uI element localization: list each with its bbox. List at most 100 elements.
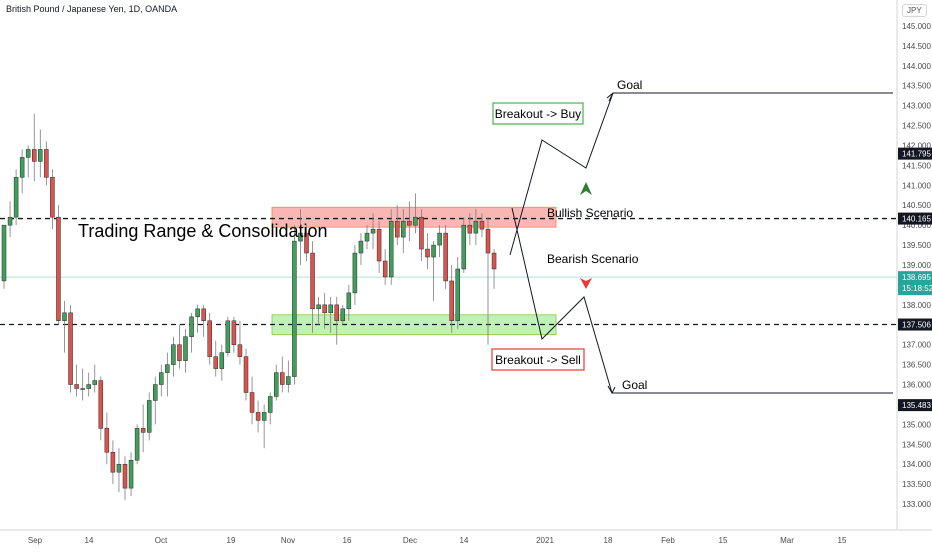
price-tick-label: 140.500: [902, 201, 931, 210]
candle: [237, 320, 243, 365]
candle-body: [370, 228, 376, 234]
candle: [298, 209, 303, 265]
candle: [128, 452, 134, 497]
candle-body: [153, 384, 158, 401]
candle: [243, 348, 249, 401]
candle-body: [352, 252, 358, 294]
time-tick-label: 14: [85, 536, 94, 545]
candle-body: [19, 157, 25, 178]
candle-body: [334, 304, 339, 322]
candle-body: [50, 177, 55, 218]
candle-body: [491, 252, 497, 270]
price-axis[interactable]: 133.000133.500134.000134.500135.000135.5…: [896, 0, 932, 530]
candle-body: [431, 244, 436, 258]
price-tick-label: 133.500: [902, 480, 931, 489]
candle-body: [201, 308, 206, 322]
candle-body: [213, 356, 218, 369]
price-tick-label: 133.000: [902, 500, 931, 509]
level-price-tag: [898, 212, 932, 225]
candle: [352, 245, 358, 305]
time-tick-label: 15: [719, 536, 728, 545]
candle: [213, 340, 218, 377]
candle: [183, 328, 188, 373]
time-tick-label: Sep: [28, 536, 43, 545]
candle: [286, 360, 291, 393]
goal-up-arrowhead: [606, 92, 614, 102]
candle: [98, 376, 104, 441]
goal-up-label: Goal: [617, 78, 642, 92]
target-price-tag: [898, 147, 932, 160]
time-tick-label: Mar: [780, 536, 794, 545]
candle: [92, 364, 97, 393]
candle: [225, 316, 231, 357]
candle-body: [280, 372, 285, 385]
candle: [419, 209, 424, 262]
candle: [74, 364, 79, 397]
candle-body: [56, 216, 61, 322]
candle: [38, 129, 43, 178]
candle-body: [425, 248, 430, 258]
currency-button[interactable]: JPY: [902, 4, 927, 17]
candle-body: [443, 232, 448, 282]
countdown-label: 15:18:52: [902, 284, 932, 293]
time-tick-label: 19: [227, 536, 236, 545]
candle: [425, 233, 430, 269]
breakout-buy-label: Breakout -> Buy: [495, 107, 581, 121]
candle-body: [407, 220, 412, 226]
levels: [0, 217, 897, 326]
current-price-tag: [898, 271, 932, 296]
candle-body: [316, 304, 321, 310]
price-tick-label: 141.000: [902, 181, 931, 190]
bearish-arrow-icon: [580, 278, 592, 289]
candle: [382, 249, 388, 285]
candle: [86, 372, 91, 397]
candle: [370, 213, 376, 250]
candle-body: [449, 280, 454, 322]
candle-body: [346, 292, 352, 310]
candle-body: [74, 384, 79, 389]
candle-body: [80, 388, 85, 390]
candle-body: [364, 232, 370, 242]
candle: [437, 225, 442, 258]
symbol-title: British Pound / Japanese Yen, 1D, OANDA: [6, 4, 178, 14]
price-tick-label: 144.500: [902, 42, 931, 51]
candle: [395, 205, 400, 246]
time-tick-label: 18: [604, 536, 613, 545]
annotations: Trading Range & Consolidation Breakout -…: [78, 78, 893, 395]
candle: [177, 324, 182, 369]
candle: [134, 424, 140, 465]
price-tick-label: 136.000: [902, 381, 931, 390]
candle-body: [358, 240, 364, 254]
time-tick-label: 16: [343, 536, 352, 545]
candle: [50, 169, 55, 230]
candle: [207, 312, 212, 365]
candle-body: [437, 232, 442, 246]
candle-body: [134, 428, 140, 461]
candle: [44, 141, 49, 186]
candle-body: [38, 149, 43, 162]
breakout-buy-box: [492, 102, 584, 125]
time-axis[interactable]: Sep 14 Oct 19 Nov 16 Dec 14 2021 18 Feb 15 Mar 15: [0, 529, 932, 545]
level-price-label: 137.506: [902, 321, 931, 330]
candle: [159, 364, 164, 397]
time-tick-label: Nov: [281, 536, 295, 545]
price-tick-label: 143.500: [902, 82, 931, 91]
candle-body: [461, 224, 467, 270]
price-tick-label: 142.500: [902, 122, 931, 131]
candle-body: [195, 308, 200, 318]
candle-body: [1, 224, 7, 282]
level-price-tag: [898, 318, 932, 331]
goal-down-label: Goal: [622, 378, 647, 392]
candle: [376, 221, 382, 273]
candle-body: [304, 232, 309, 254]
candle-body: [267, 396, 273, 413]
candle-body: [322, 304, 327, 314]
time-tick-label: 15: [838, 536, 847, 545]
price-tick-label: 138.000: [902, 301, 931, 310]
candle-body: [413, 216, 418, 226]
candle-body: [62, 312, 67, 322]
candle: [201, 304, 206, 337]
